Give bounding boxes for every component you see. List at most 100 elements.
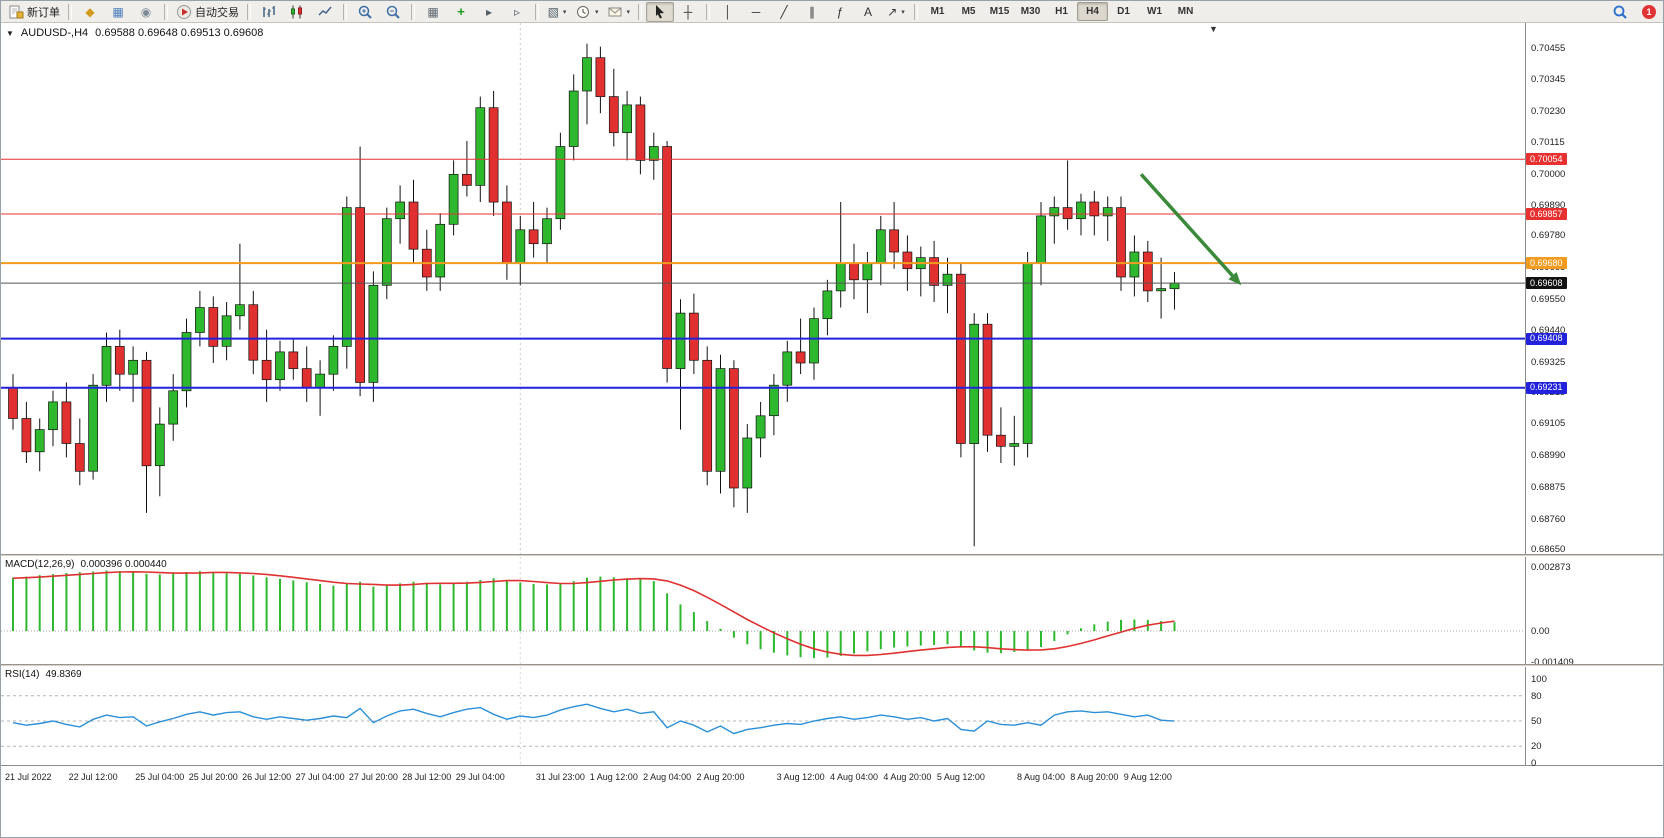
arrows-icon: ↗	[887, 4, 898, 19]
toolbar-separator	[164, 3, 168, 20]
templates-icon: ▧	[547, 4, 559, 19]
macd-panel[interactable]	[1, 557, 1525, 664]
zoom-in-button[interactable]	[351, 2, 379, 22]
trendline-button[interactable]: ╱	[770, 2, 798, 22]
timeframe-button-h1[interactable]: H1	[1055, 6, 1068, 17]
hline-price-tag: 0.69408	[1526, 332, 1567, 345]
trendline-icon: ╱	[780, 4, 788, 19]
chart-ohlc-values: 0.69588 0.69648 0.69513 0.69608	[95, 27, 264, 39]
channel-icon: ∥	[809, 4, 816, 19]
price-axis-label: 0.70455	[1531, 43, 1566, 54]
toolbar-separator	[638, 3, 643, 20]
candlestick-chart-button[interactable]	[283, 2, 311, 22]
rsi-axis-label: 100	[1531, 674, 1547, 685]
crosshair-button[interactable]: ┼	[674, 2, 702, 22]
time-axis-label: 28 Jul 12:00	[402, 772, 452, 782]
indicators-button[interactable]: +	[447, 2, 475, 22]
timeframe-button-d1[interactable]: D1	[1117, 6, 1130, 17]
time-axis-label: 27 Jul 04:00	[295, 772, 345, 782]
new-order-button[interactable]: 新订单	[4, 2, 64, 22]
hline-price-tag: 0.69680	[1526, 257, 1567, 270]
price-axis-border	[1525, 23, 1526, 765]
channel-button[interactable]: ∥	[798, 2, 826, 22]
price-axis-label: 0.68990	[1531, 449, 1566, 461]
timeframe-button-h4[interactable]: H4	[1077, 2, 1109, 21]
candlestick-icon	[289, 4, 305, 20]
hline-price-tag: 0.69231	[1526, 381, 1567, 394]
mail-icon	[607, 4, 623, 20]
terminal-button[interactable]: ◉	[132, 2, 160, 22]
zoom-in-icon	[357, 4, 373, 20]
panel-separator-macd[interactable]	[1, 554, 1663, 557]
horizontal-line-button[interactable]: ─	[742, 2, 770, 22]
search-icon	[1612, 4, 1628, 20]
tile-windows-icon: ▦	[427, 4, 439, 19]
time-axis-label: 22 Jul 12:00	[68, 772, 118, 782]
navigator-button[interactable]: ▦	[104, 2, 132, 22]
price-axis-label: 0.68760	[1531, 513, 1566, 525]
bar-chart-button[interactable]	[255, 2, 283, 22]
market-watch-button[interactable]: ◆	[76, 2, 104, 22]
new-order-button-label: 新订单	[27, 6, 60, 19]
rsi-value: 49.8369	[45, 669, 82, 680]
current-price-tag: 0.69608	[1526, 277, 1567, 290]
timeframe-button-m1[interactable]: M1	[930, 6, 945, 17]
hline-price-tag: 0.70054	[1526, 153, 1567, 166]
timeframe-button-m5[interactable]: M5	[961, 6, 976, 17]
vertical-line-button[interactable]: │	[714, 2, 742, 22]
time-axis-label: 5 Aug 12:00	[936, 772, 985, 782]
indicators-icon: +	[457, 4, 465, 19]
timeframe-button-mn[interactable]: MN	[1177, 6, 1194, 17]
chevron-down-icon: ▾	[901, 8, 905, 16]
rsi-axis-label: 0	[1531, 758, 1537, 769]
text-button[interactable]: A	[854, 2, 882, 22]
period-button[interactable]: ▾	[571, 2, 603, 22]
auto-scroll-icon: ▸	[485, 4, 493, 19]
search-button[interactable]	[1606, 2, 1634, 22]
macd-label: MACD(12,26,9) 0.000396 0.000440	[5, 559, 167, 570]
vertical-line-icon: │	[724, 4, 732, 19]
price-axis-label: 0.68875	[1531, 481, 1566, 493]
navigator-icon: ▦	[112, 4, 124, 19]
chart-shift-marker[interactable]: ▼	[1209, 24, 1218, 34]
auto-trading-icon	[176, 4, 192, 20]
zoom-out-button[interactable]	[379, 2, 407, 22]
rsi-chart	[1, 667, 1525, 765]
panel-separator-rsi[interactable]	[1, 664, 1663, 667]
timeframe-button-m30[interactable]: M30	[1020, 6, 1041, 17]
time-axis-label: 1 Aug 12:00	[589, 772, 638, 782]
toolbar-separator	[68, 3, 72, 20]
time-axis-label: 9 Aug 12:00	[1123, 772, 1172, 782]
main-chart-plot[interactable]	[1, 23, 1525, 554]
line-chart-button[interactable]	[311, 2, 339, 22]
toolbar: 新订单 ◆ ▦ ◉ 自动交易 ▦ + ▸ ▹ ▧ ▾ ▾ ▾ ┼ │ ─ ╱ ∥ ƒ A ↗ ▾ M1 M5 M15 M30 H1 H…	[1, 1, 1663, 23]
rsi-panel[interactable]	[1, 667, 1525, 765]
alerts-button[interactable]: ▾	[603, 2, 635, 22]
toolbar-right: 1	[1606, 2, 1660, 22]
tile-windows-button[interactable]: ▦	[419, 2, 447, 22]
rsi-axis-label: 20	[1531, 741, 1542, 753]
crosshair-icon: ┼	[683, 4, 693, 19]
auto-trading-button[interactable]: 自动交易	[172, 2, 243, 22]
market-watch-icon: ◆	[85, 4, 95, 19]
toolbar-separator	[535, 3, 539, 20]
timeframe-button-m15[interactable]: M15	[989, 6, 1010, 17]
price-axis-label: 0.69105	[1531, 417, 1566, 429]
toolbar-separator	[411, 3, 415, 20]
time-axis[interactable]: 21 Jul 2022 22 Jul 12:00 25 Jul 04:00 25 Ju…	[1, 765, 1663, 787]
cursor-button[interactable]	[646, 1, 675, 22]
timeframe-button-w1[interactable]: W1	[1147, 6, 1163, 17]
chart-title-dropdown-icon[interactable]: ▼	[6, 28, 14, 38]
fibonacci-button[interactable]: ƒ	[826, 2, 854, 22]
zoom-out-icon	[385, 4, 401, 20]
notification-badge[interactable]: 1	[1642, 4, 1656, 19]
auto-scroll-button[interactable]: ▸	[475, 2, 503, 22]
templates-button[interactable]: ▧ ▾	[543, 2, 571, 22]
terminal-icon: ◉	[140, 4, 152, 19]
time-axis-label: 25 Jul 20:00	[188, 772, 238, 782]
rsi-label: RSI(14) 49.8369	[5, 669, 82, 680]
chart-shift-button[interactable]: ▹	[503, 2, 531, 22]
toolbar-separator	[343, 3, 347, 20]
time-axis-label: 27 Jul 20:00	[348, 772, 398, 782]
arrows-button[interactable]: ↗ ▾	[882, 2, 910, 22]
